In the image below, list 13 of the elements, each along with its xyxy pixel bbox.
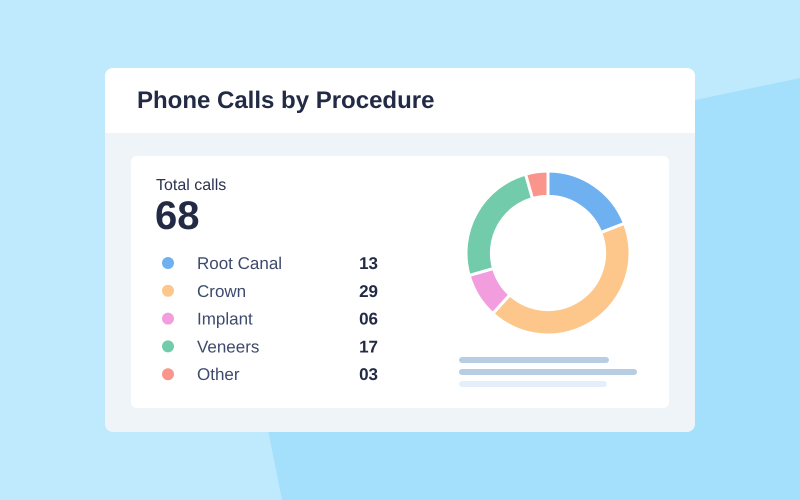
data-label: 17: [359, 337, 378, 356]
legend-label: Implant: [197, 310, 254, 329]
legend-label: Other: [197, 365, 240, 384]
text: 68: [155, 194, 200, 238]
chart-title: Phone Calls by Procedure: [137, 87, 434, 114]
data-label: 03: [359, 365, 378, 384]
data-label: 06: [359, 310, 378, 329]
legend-label: Root Canal: [197, 254, 282, 273]
legend-label: Crown: [197, 282, 246, 301]
legend-label: Veneers: [197, 337, 260, 356]
data-label: 29: [359, 282, 378, 301]
data-label: 13: [359, 254, 378, 273]
text: Total calls: [156, 177, 226, 194]
